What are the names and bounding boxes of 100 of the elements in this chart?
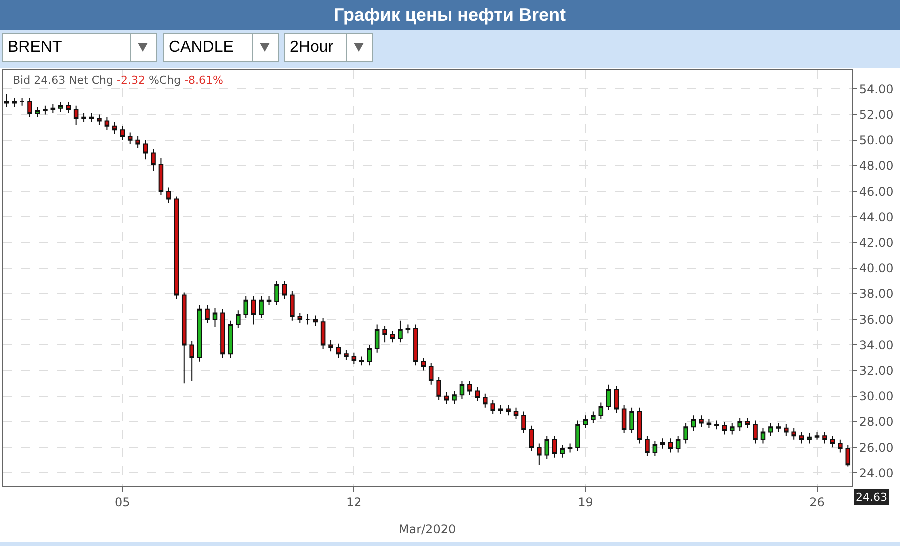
candlestick [158, 158, 164, 196]
x-tick-label: 19 [578, 495, 594, 510]
candlestick [20, 98, 25, 106]
candlestick [792, 428, 796, 440]
candlestick [266, 296, 272, 306]
candlestick [652, 440, 658, 458]
candlestick [753, 420, 758, 444]
y-tick-label: 46.00 [859, 184, 894, 199]
candlestick [529, 425, 534, 452]
candlestick [290, 290, 295, 322]
candlestick [352, 352, 357, 365]
candlestick [228, 320, 234, 358]
candlestick [120, 126, 126, 141]
candlestick [691, 415, 696, 432]
candlestick [614, 386, 619, 414]
candlestick [645, 436, 650, 458]
candlestick [676, 436, 681, 454]
candlestick [336, 343, 342, 358]
y-tick-label: 50.00 [859, 134, 894, 148]
y-tick-label: 48.00 [859, 159, 894, 174]
candlestick [282, 280, 288, 300]
candlestick [838, 439, 843, 454]
candlestick [630, 407, 634, 434]
candlestick [367, 344, 372, 366]
candlestick [251, 296, 256, 326]
y-tick-label: 28.00 [859, 415, 894, 430]
candlestick [143, 140, 148, 160]
candlestick [498, 404, 504, 415]
x-axis-title: Mar/2020 [398, 522, 456, 536]
text: 2Hour [290, 39, 334, 56]
candlestick [483, 393, 488, 408]
candlestick [244, 296, 249, 319]
candlestick [328, 340, 334, 352]
candlestick [460, 380, 465, 400]
candlestick [846, 444, 851, 468]
candlestick [406, 324, 411, 334]
candlestick [212, 308, 218, 328]
candlestick [382, 326, 388, 344]
y-tick-label: 26.00 [859, 440, 894, 455]
candlestick [830, 436, 836, 448]
candlestick [514, 407, 519, 420]
candlestick [537, 443, 542, 466]
candlestick [684, 422, 688, 444]
candlestick [822, 432, 828, 444]
candlestick [66, 102, 71, 114]
y-tick-label: 52.00 [859, 108, 894, 122]
candlestick [28, 98, 32, 118]
candlestick [738, 418, 742, 432]
candlestick [490, 400, 496, 415]
candlestick [552, 436, 558, 458]
y-tick-label: 40.00 [859, 262, 894, 276]
y-tick-label: 44.00 [859, 210, 894, 224]
candlestick [174, 196, 180, 300]
text: 24.63 [856, 491, 888, 504]
y-tick-label: 36.00 [859, 312, 894, 327]
candlestick [182, 292, 187, 384]
y-tick-label: 24.00 [859, 466, 894, 480]
candlestick [82, 113, 86, 123]
candlestick [730, 422, 735, 436]
candlestick [259, 296, 264, 319]
candlestick [205, 305, 210, 324]
candlestick [760, 428, 766, 444]
candlestick [414, 324, 418, 366]
candlestick [274, 280, 280, 306]
candlestick [436, 376, 442, 401]
candlestick [112, 122, 118, 134]
candlestick [374, 324, 380, 354]
candlestick [4, 94, 10, 108]
candlestick [444, 392, 450, 405]
candlestick [475, 386, 480, 402]
candlestick [591, 411, 596, 424]
chart-title: График цены нефти Brent [0, 0, 900, 30]
candlestick [452, 390, 457, 405]
candlestick [166, 187, 172, 204]
candlestick [699, 415, 704, 428]
annotation: Bid 24.63 Net Chg -2.32 %Chg -8.61% [13, 74, 224, 87]
candlestick [43, 105, 48, 116]
candlestick [428, 362, 434, 386]
y-tick-label: 34.00 [859, 338, 894, 352]
candlestick [637, 407, 642, 444]
candlestick [776, 422, 782, 433]
candlestick [807, 433, 812, 444]
candlestick [576, 420, 580, 452]
candlestick [58, 102, 64, 113]
candlestick [136, 136, 140, 149]
candlestick [298, 312, 303, 324]
y-tick-label: 32.00 [859, 364, 894, 378]
candlestick [568, 443, 573, 454]
candlestick [421, 358, 426, 372]
candlestick [544, 436, 550, 460]
candlestick [190, 340, 194, 382]
candlestick [668, 438, 674, 454]
y-tick-label: 42.00 [859, 236, 894, 250]
candlestick [560, 444, 565, 458]
candlestick [506, 404, 511, 416]
candlestick [745, 418, 750, 429]
text: CANDLE [169, 39, 234, 56]
candlestick [722, 422, 728, 436]
candlestick [606, 384, 612, 411]
candlestick [706, 418, 712, 429]
